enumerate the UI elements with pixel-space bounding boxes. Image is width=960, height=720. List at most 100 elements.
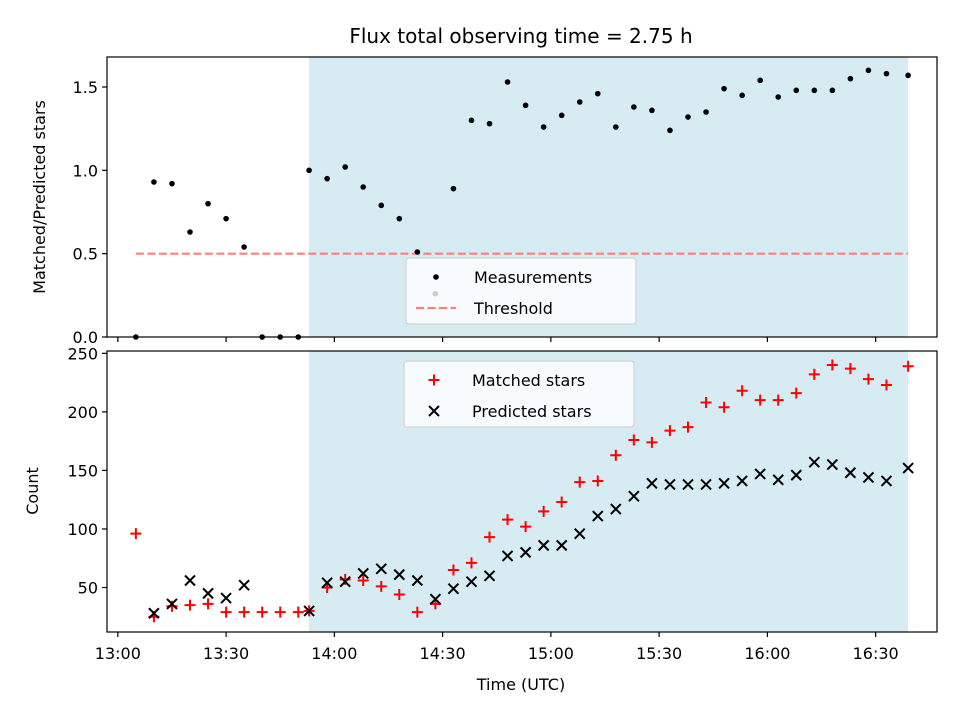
data-point — [862, 373, 874, 385]
data-point — [504, 79, 511, 85]
data-point — [826, 359, 838, 371]
data-point — [905, 72, 911, 79]
data-point — [592, 475, 604, 487]
x-tick-label: 13:00 — [95, 644, 141, 663]
data-point — [790, 387, 802, 399]
data-point — [238, 579, 250, 591]
data-point — [649, 107, 655, 114]
legend-box — [403, 360, 635, 428]
data-point — [844, 467, 857, 479]
x-tick-label: 15:30 — [636, 644, 682, 663]
data-point — [238, 606, 250, 618]
data-point — [502, 514, 514, 526]
x-tick-label: 14:00 — [311, 644, 357, 663]
top-y-axis-label: Matched/Predicted stars — [30, 100, 49, 294]
data-point — [484, 531, 496, 543]
y-tick-label: 250 — [67, 344, 98, 363]
legend-marker-measurements — [433, 274, 439, 280]
data-point — [202, 598, 214, 610]
data-point — [574, 527, 586, 540]
data-point — [682, 478, 694, 491]
data-point — [393, 589, 405, 601]
data-point — [829, 87, 836, 94]
data-point — [558, 112, 565, 119]
data-point — [223, 215, 229, 222]
bottom-y-axis-label: Count — [23, 467, 42, 515]
data-point — [414, 249, 421, 255]
legend: Matched stars Predicted stars — [403, 360, 635, 428]
data-point — [574, 476, 586, 488]
axes-frame — [106, 350, 938, 633]
data-point — [292, 606, 304, 618]
data-point — [757, 77, 763, 84]
series-measurements — [133, 67, 911, 340]
data-point — [357, 567, 369, 580]
y-tick-label: 0.0 — [73, 328, 98, 347]
data-point — [450, 185, 457, 192]
data-point — [357, 574, 369, 586]
data-point — [664, 425, 676, 437]
data-point — [202, 587, 214, 600]
data-point — [411, 574, 424, 587]
data-point — [556, 496, 568, 508]
y-tick-label: 100 — [67, 520, 98, 539]
chart-title: Flux total observing time = 2.75 h — [349, 24, 692, 48]
data-point — [447, 564, 459, 576]
y-tick-label: 200 — [67, 403, 98, 422]
x-tick-label: 13:30 — [203, 644, 249, 663]
data-point — [540, 124, 547, 130]
data-point — [685, 114, 691, 120]
data-point — [520, 521, 532, 533]
data-point — [205, 200, 211, 207]
data-point — [411, 606, 423, 618]
y-tick-label: 50 — [78, 579, 98, 598]
data-point — [447, 582, 460, 595]
data-point — [468, 117, 475, 124]
data-point — [700, 478, 712, 491]
y-tick-label: 1.5 — [73, 78, 98, 97]
data-point — [241, 244, 247, 250]
data-point — [360, 184, 367, 190]
data-point — [721, 85, 727, 92]
x-tick-label: 14:30 — [420, 644, 466, 663]
data-point — [166, 598, 178, 610]
data-point — [865, 67, 872, 74]
data-point — [375, 563, 387, 575]
data-point — [594, 90, 601, 97]
data-point — [880, 379, 892, 391]
data-point — [220, 606, 232, 618]
data-point — [811, 87, 818, 94]
data-point — [169, 180, 175, 187]
data-point — [736, 475, 748, 487]
data-point — [429, 593, 442, 605]
data-point — [862, 471, 875, 484]
data-point — [613, 124, 619, 130]
data-point — [342, 164, 348, 170]
data-point — [148, 607, 160, 619]
data-point — [754, 468, 766, 480]
data-point — [465, 557, 477, 569]
data-point — [576, 99, 583, 105]
data-point — [880, 475, 893, 487]
legend-label: Predicted stars — [472, 402, 592, 421]
data-point — [826, 458, 839, 471]
data-point — [902, 462, 914, 474]
data-point — [483, 570, 496, 582]
data-point — [847, 75, 854, 82]
data-point — [465, 575, 478, 588]
data-point — [703, 109, 709, 115]
data-point — [324, 175, 330, 182]
data-point — [718, 401, 730, 413]
legend: Measurements Threshold — [405, 257, 637, 325]
data-point — [538, 505, 550, 517]
data-point — [187, 229, 193, 235]
axes-2: 50 100 150 200 250 13:00 13:30 14:00 14:30 15:00 1… — [67, 344, 938, 663]
data-point — [501, 550, 514, 562]
data-point — [808, 368, 820, 380]
data-point — [754, 394, 766, 406]
axes-frame — [106, 56, 938, 338]
data-point — [808, 456, 821, 468]
data-point — [628, 490, 640, 502]
series-predicted-stars — [148, 456, 914, 619]
